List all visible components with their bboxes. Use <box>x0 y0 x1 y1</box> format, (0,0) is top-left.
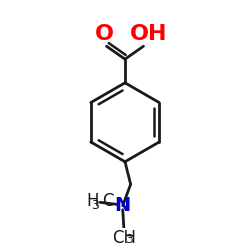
Text: CH: CH <box>112 230 136 248</box>
Text: C: C <box>102 192 114 210</box>
Text: H: H <box>86 192 99 210</box>
Text: 3: 3 <box>91 200 99 212</box>
Text: N: N <box>114 196 131 215</box>
Text: O: O <box>95 24 114 44</box>
Text: 3: 3 <box>125 233 133 246</box>
Text: OH: OH <box>130 24 168 44</box>
